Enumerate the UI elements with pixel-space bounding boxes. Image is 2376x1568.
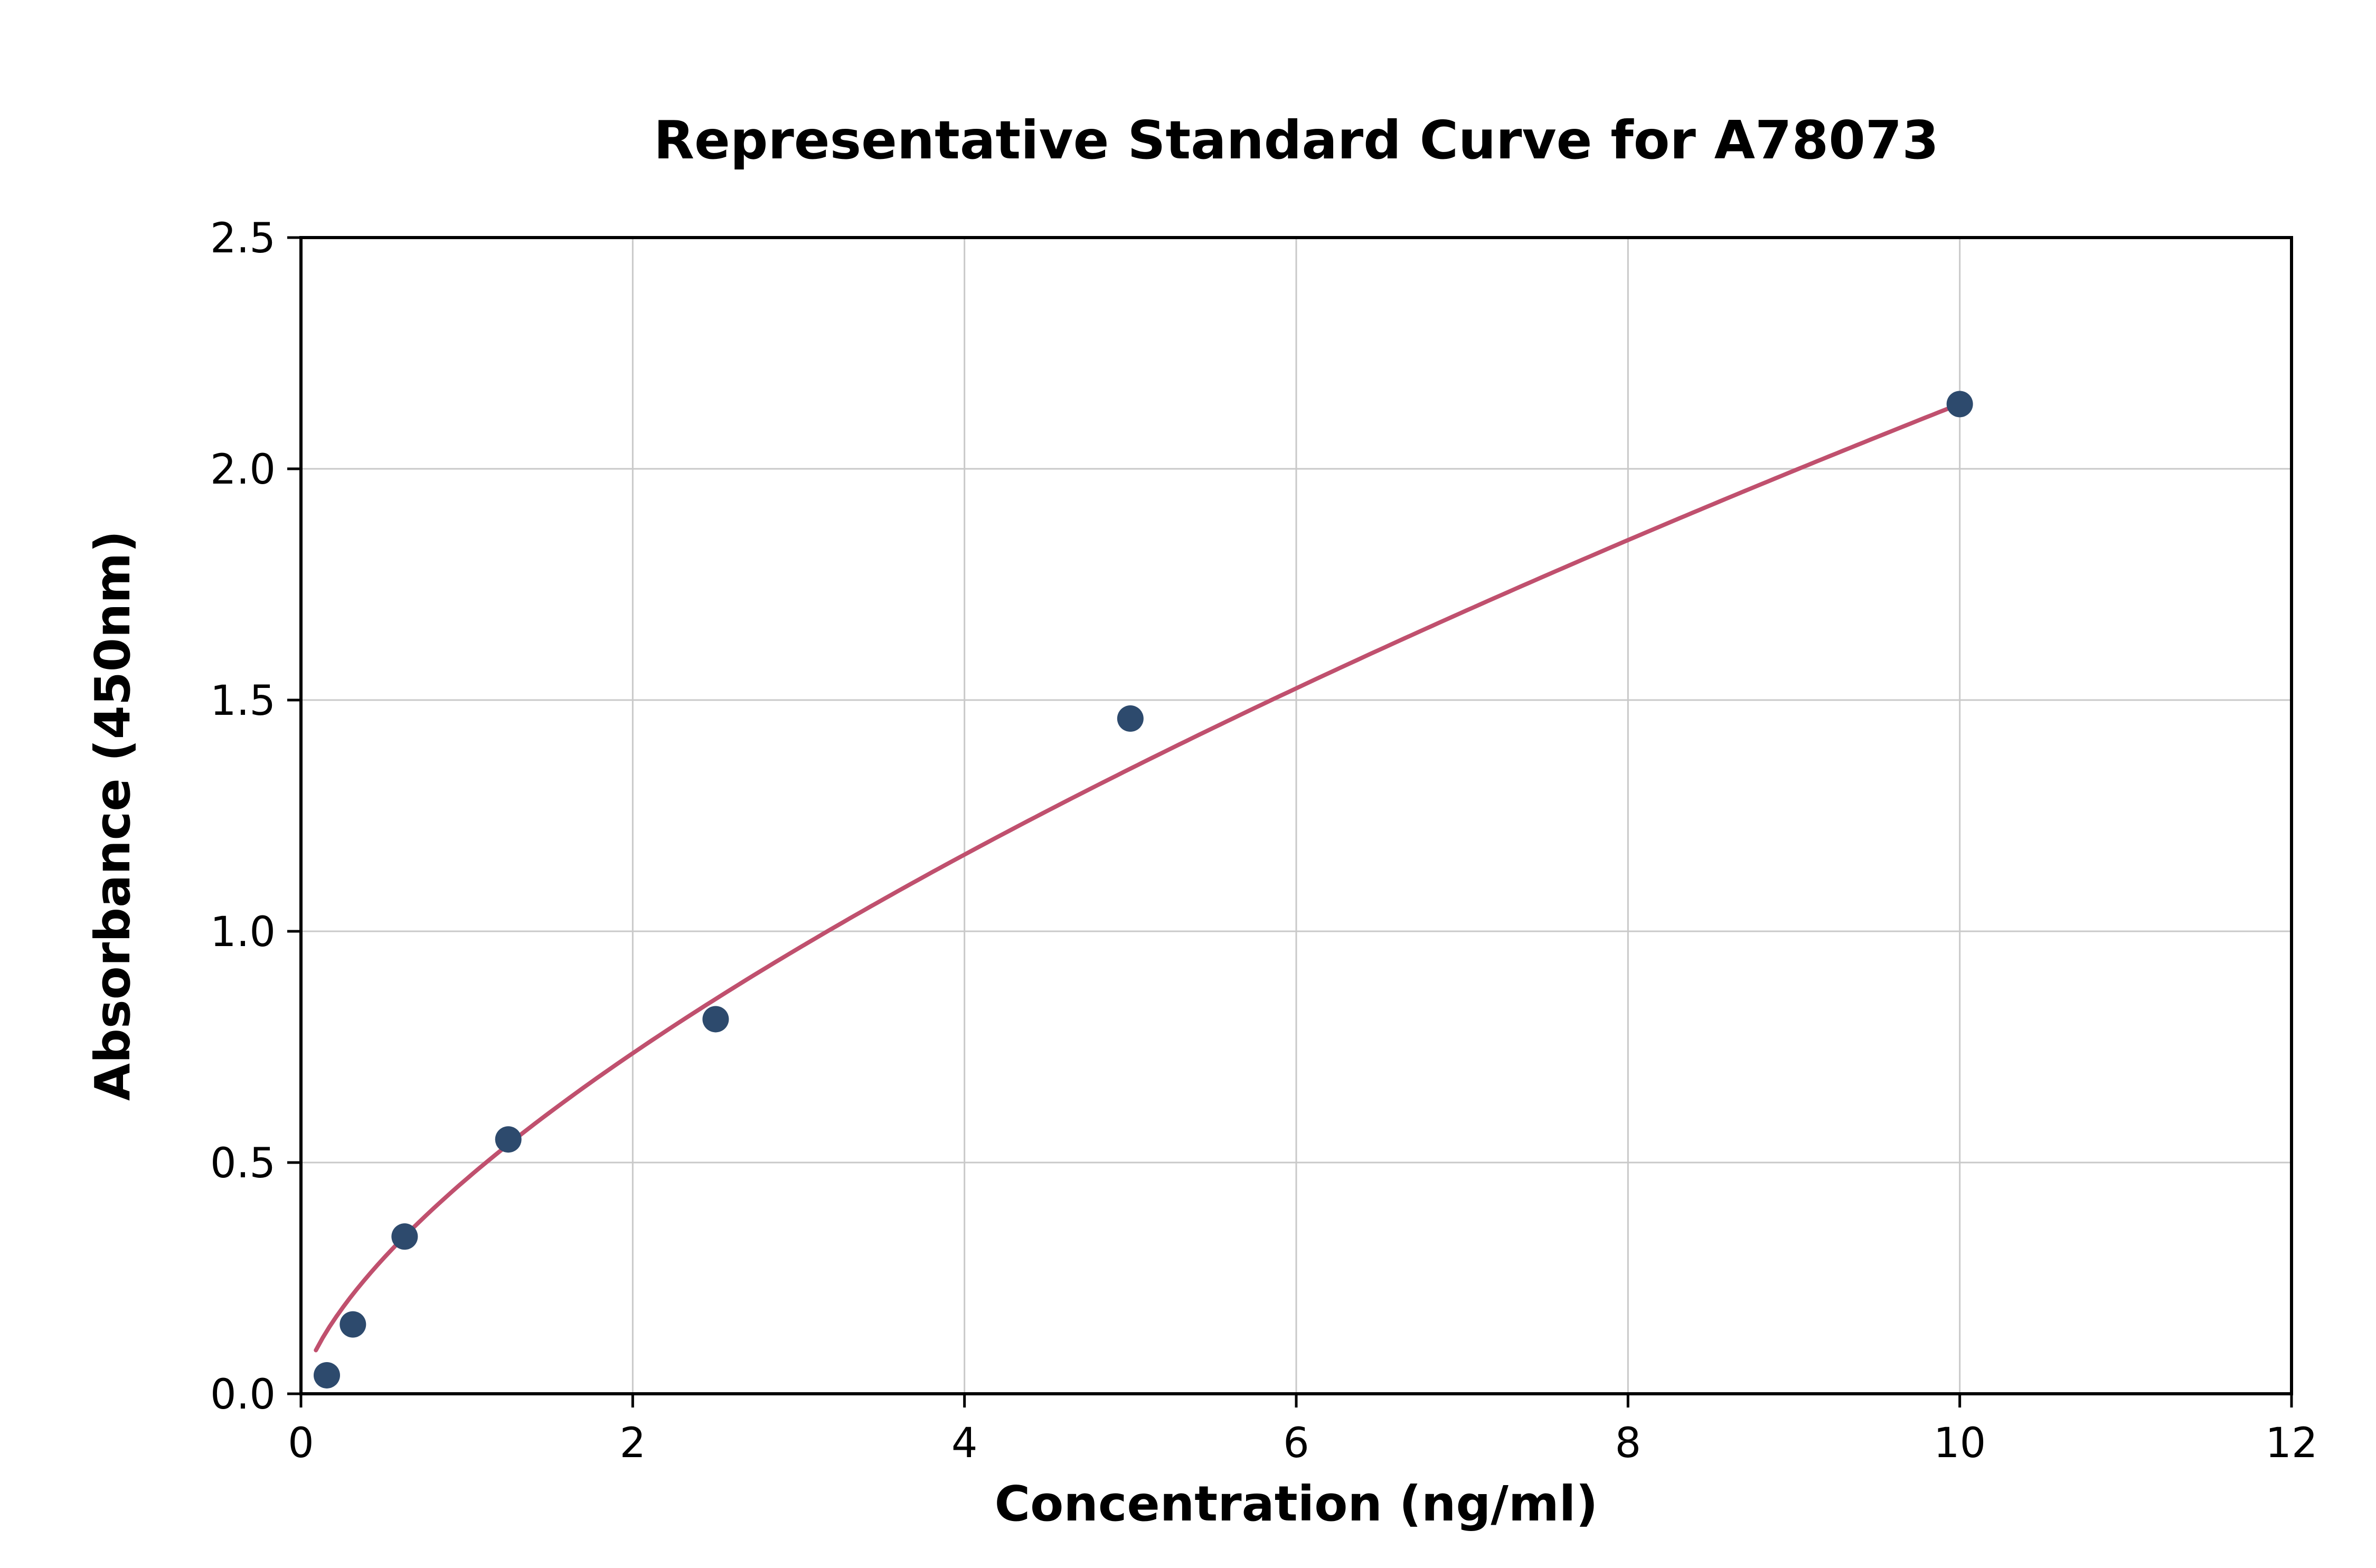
x-tick-label: 0 [288,1420,314,1467]
data-point [314,1362,341,1388]
y-tick-label: 2.0 [210,446,276,494]
x-tick-label: 6 [1283,1420,1309,1467]
y-tick-label: 0.0 [210,1371,276,1419]
y-tick-label: 1.5 [210,677,276,725]
data-point [495,1126,522,1153]
y-tick-label: 2.5 [210,215,276,262]
data-point [1946,391,1973,418]
chart-title: Representative Standard Curve for A78073 [654,109,1939,171]
x-tick-label: 8 [1615,1420,1642,1467]
x-axis-label: Concentration (ng/ml) [995,1476,1598,1532]
x-tick-label: 10 [1934,1420,1986,1467]
fit-curve [314,402,1962,1353]
y-axis-label: Absorbance (450nm) [84,531,141,1101]
data-points [314,391,1973,1388]
data-point [391,1223,418,1250]
x-tick-label: 12 [2265,1420,2317,1467]
x-tick-label: 4 [951,1420,978,1467]
data-point [702,1006,729,1033]
x-tick-label: 2 [620,1420,646,1467]
y-tick-label: 1.0 [210,909,276,956]
data-point [340,1311,366,1338]
fit-curve-path [314,402,1962,1353]
data-point [1117,705,1144,732]
y-tick-label: 0.5 [210,1140,276,1187]
tick-labels: 0 2 4 6 8 10 12 0.0 0.5 1.0 1.5 2.0 2.5 [210,215,2318,1467]
axes [287,236,2293,1408]
